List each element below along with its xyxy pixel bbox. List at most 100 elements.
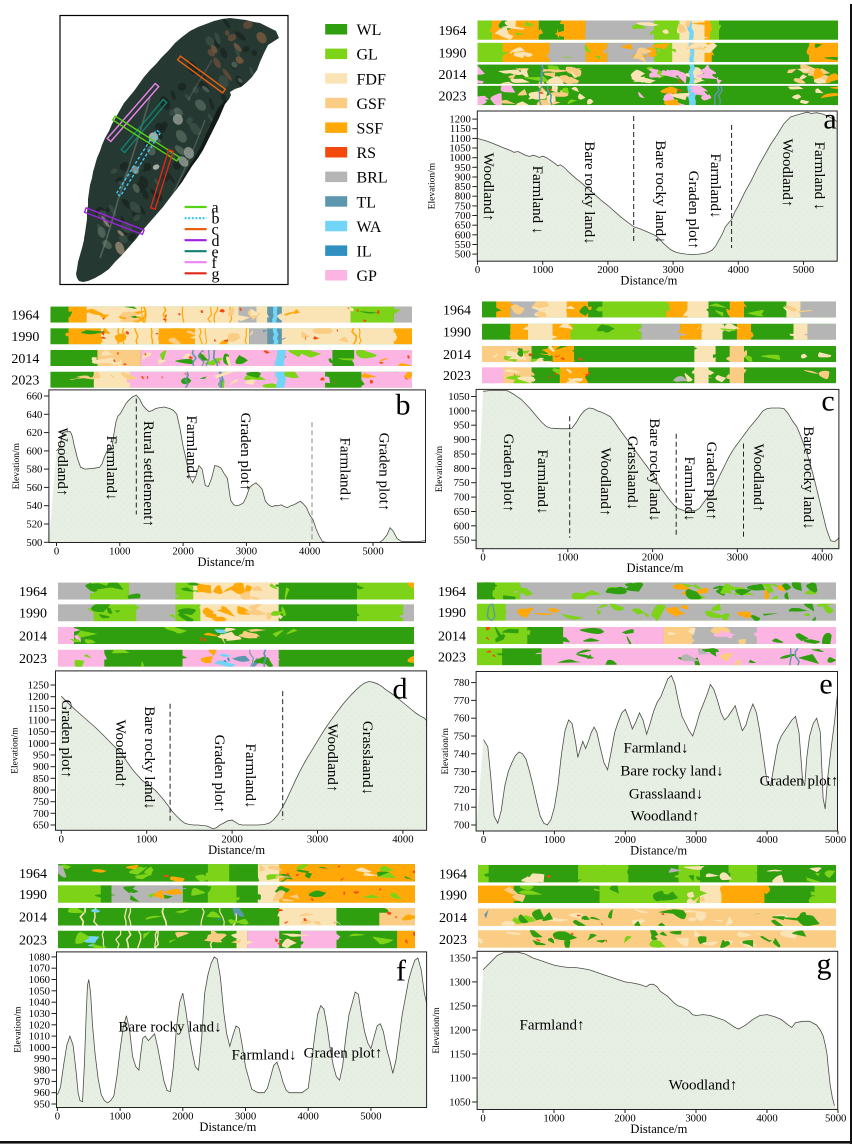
svg-text:650: 650	[454, 506, 470, 518]
svg-text:1964: 1964	[439, 868, 467, 883]
svg-text:750: 750	[455, 200, 471, 212]
svg-text:1000: 1000	[449, 152, 470, 164]
svg-text:620: 620	[26, 427, 42, 439]
svg-text:Bare rocky land↓: Bare rocky land↓	[141, 706, 157, 809]
svg-text:a: a	[823, 103, 836, 136]
svg-text:1050: 1050	[449, 1097, 470, 1109]
svg-text:1000: 1000	[29, 1042, 50, 1054]
svg-text:730: 730	[454, 766, 470, 778]
svg-text:1010: 1010	[29, 1031, 50, 1043]
svg-text:Farmland ↓: Farmland ↓	[811, 142, 827, 211]
svg-text:2014: 2014	[19, 911, 47, 926]
svg-text:2014: 2014	[11, 352, 39, 367]
svg-text:1990: 1990	[443, 326, 471, 341]
svg-text:b: b	[212, 211, 220, 228]
svg-text:d: d	[393, 673, 408, 706]
svg-text:1000: 1000	[557, 552, 578, 564]
svg-text:0: 0	[54, 546, 59, 558]
svg-text:Elevation/m: Elevation/m	[14, 1006, 24, 1053]
svg-text:1990: 1990	[439, 888, 467, 903]
svg-text:1150: 1150	[450, 123, 471, 135]
svg-text:1040: 1040	[29, 997, 50, 1009]
svg-text:Graden plot↑: Graden plot↑	[685, 171, 701, 250]
svg-text:Graden plot↑: Graden plot↑	[237, 413, 253, 492]
svg-text:1000: 1000	[543, 1113, 564, 1125]
svg-text:Graden plot↑: Graden plot↑	[304, 1045, 383, 1061]
svg-text:1000: 1000	[109, 1111, 130, 1123]
svg-text:Farmland↓: Farmland↓	[624, 740, 689, 756]
svg-text:600: 600	[26, 445, 42, 457]
svg-text:d: d	[212, 233, 220, 250]
svg-text:WL: WL	[357, 22, 382, 39]
svg-text:1200: 1200	[28, 691, 49, 703]
svg-text:740: 740	[454, 748, 470, 760]
svg-text:2014: 2014	[439, 68, 467, 83]
svg-text:4000: 4000	[728, 264, 749, 276]
svg-text:e: e	[212, 244, 219, 261]
svg-text:5000: 5000	[793, 264, 814, 276]
svg-text:f: f	[396, 955, 406, 988]
svg-text:750: 750	[33, 796, 49, 808]
svg-text:2023: 2023	[438, 651, 466, 666]
svg-text:Distance/m: Distance/m	[198, 555, 255, 569]
svg-text:Graden plot↑: Graden plot↑	[500, 434, 516, 513]
svg-text:Distance/m: Distance/m	[630, 844, 687, 858]
svg-text:0: 0	[475, 264, 480, 276]
svg-text:540: 540	[26, 500, 42, 512]
svg-text:2023: 2023	[443, 369, 471, 384]
svg-text:Elevation/m: Elevation/m	[427, 162, 437, 209]
svg-text:1150: 1150	[450, 1049, 471, 1061]
svg-text:2014: 2014	[439, 911, 467, 926]
svg-text:1000: 1000	[136, 833, 157, 845]
svg-text:560: 560	[26, 482, 42, 494]
svg-text:2000: 2000	[615, 834, 636, 846]
svg-text:2000: 2000	[172, 1111, 193, 1123]
svg-text:900: 900	[454, 434, 470, 446]
svg-text:700: 700	[454, 492, 470, 504]
svg-text:600: 600	[455, 229, 471, 241]
svg-text:Elevation/m: Elevation/m	[12, 442, 22, 489]
svg-text:0: 0	[481, 834, 486, 846]
svg-text:550: 550	[454, 535, 470, 547]
svg-text:Woodland↑: Woodland↑	[779, 139, 795, 208]
svg-text:1300: 1300	[449, 976, 470, 988]
svg-text:2000: 2000	[172, 546, 193, 558]
svg-text:5000: 5000	[825, 834, 846, 846]
svg-text:Farmland ↓: Farmland ↓	[529, 166, 545, 235]
svg-text:2023: 2023	[19, 652, 47, 667]
svg-text:4000: 4000	[756, 834, 777, 846]
svg-text:Farmland↓: Farmland↓	[183, 416, 199, 481]
svg-text:Distance/m: Distance/m	[208, 843, 265, 857]
svg-text:970: 970	[34, 1076, 50, 1088]
svg-text:1000: 1000	[109, 546, 130, 558]
svg-text:g: g	[212, 266, 220, 283]
svg-text:Bare rocky land↓: Bare rocky land↓	[581, 141, 597, 244]
svg-text:700: 700	[454, 820, 470, 832]
svg-text:0: 0	[59, 833, 64, 845]
svg-text:500: 500	[455, 249, 471, 261]
svg-text:c: c	[821, 385, 834, 418]
svg-text:Graden plot↑: Graden plot↑	[760, 773, 839, 789]
svg-text:2014: 2014	[19, 629, 47, 644]
svg-text:GP: GP	[357, 268, 378, 285]
svg-text:750: 750	[454, 731, 470, 743]
svg-text:1000: 1000	[532, 264, 553, 276]
svg-text:580: 580	[26, 464, 42, 476]
svg-text:950: 950	[33, 750, 49, 762]
svg-text:1964: 1964	[11, 309, 39, 324]
svg-text:Woodland↑: Woodland↑	[631, 808, 700, 824]
svg-text:1020: 1020	[29, 1019, 50, 1031]
svg-text:4000: 4000	[299, 546, 320, 558]
svg-text:Farmland↓: Farmland↓	[681, 457, 697, 522]
svg-text:4000: 4000	[812, 552, 833, 564]
svg-text:Grasslaand↓: Grasslaand↓	[359, 721, 375, 795]
svg-text:1050: 1050	[28, 726, 49, 738]
svg-text:760: 760	[454, 713, 470, 725]
svg-text:TL: TL	[357, 194, 377, 211]
svg-text:640: 640	[26, 409, 42, 421]
svg-text:800: 800	[454, 463, 470, 475]
svg-text:4000: 4000	[756, 1113, 777, 1125]
svg-text:720: 720	[454, 784, 470, 796]
svg-text:Woodland↑: Woodland↑	[324, 724, 340, 793]
svg-text:3000: 3000	[307, 833, 328, 845]
